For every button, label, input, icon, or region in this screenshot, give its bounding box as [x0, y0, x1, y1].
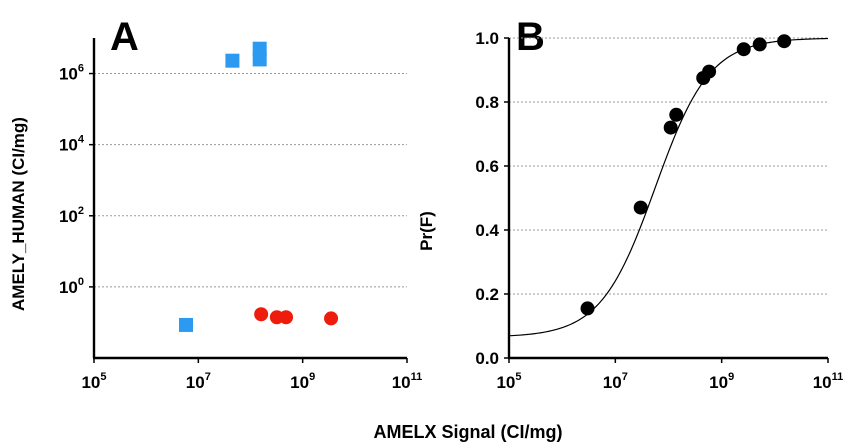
panel-b-x-tick-base: 10 — [603, 373, 622, 392]
panel-b-x-tick-exp: 5 — [515, 371, 521, 383]
panel-a-y-tick-exp: 4 — [78, 134, 85, 146]
panel-b-data-point — [736, 42, 751, 57]
panel-a-y-tick-label: 100 — [59, 276, 84, 297]
panel-a-x-tick-base: 10 — [81, 373, 100, 392]
panel-a-square-point — [178, 317, 193, 332]
panel-a-circle-point — [254, 307, 269, 322]
panel-b-x-tick-label: 1011 — [813, 371, 844, 392]
panel-a-x-tick-base: 10 — [290, 373, 309, 392]
panel-b-data-point — [633, 200, 648, 215]
panel-a-y-tick-exp: 2 — [78, 205, 84, 217]
panel-a-y-tick-label: 104 — [59, 134, 85, 155]
panel-b-data-point — [663, 120, 678, 135]
panel-b-y-tick-label: 1.0 — [475, 29, 499, 48]
panel-a-x-tick-exp: 9 — [309, 371, 315, 383]
panel-a-square-point — [225, 53, 240, 68]
panel-a-y-tick-exp: 6 — [78, 63, 84, 75]
panel-a-x-tick-label: 1011 — [392, 371, 423, 392]
panel-b-y-tick-label: 0.4 — [475, 221, 499, 240]
panel-a-grid — [94, 73, 407, 288]
panel-b-x-tick-exp: 7 — [622, 371, 628, 383]
panel-a-y-tick-base: 10 — [59, 65, 78, 84]
panel-b-y-tick-label: 0.2 — [475, 285, 499, 304]
panel-a-x-tick-base: 10 — [186, 373, 205, 392]
panel-b: B 0.00.20.40.60.81.0 105 107 109 1011 Pr(F) — [417, 15, 843, 392]
panel-b-x-tick-label: 107 — [603, 371, 628, 392]
panel-a-square-point — [252, 41, 267, 56]
panel-a-x-tick-exp: 5 — [100, 371, 106, 383]
panel-b-grid — [509, 37, 828, 295]
panel-b-data-point — [669, 107, 684, 122]
panel-b-letter: B — [516, 15, 545, 59]
panel-b-x-tick-label: 105 — [496, 371, 521, 392]
panel-b-x-tick-base: 10 — [813, 373, 832, 392]
panel-a-y-tick-base: 10 — [59, 207, 78, 226]
panel-b-x-tick-base: 10 — [709, 373, 728, 392]
panel-b-y-tick-label: 0.0 — [475, 349, 499, 368]
panel-a-x-tick-exp: 11 — [411, 371, 423, 383]
panel-a-ylabel: AMELY_HUMAN (CI/mg) — [9, 117, 28, 311]
panel-a-circle-point — [279, 310, 294, 325]
panel-b-x-tick-base: 10 — [496, 373, 515, 392]
panel-a-square-point — [252, 52, 267, 67]
panel-b-data-point — [702, 64, 717, 79]
panel-b-fit-curve — [508, 37, 829, 337]
panel-b-data-point — [580, 301, 595, 316]
shared-x-axis-label: AMELX Signal (CI/mg) — [374, 422, 563, 442]
panel-b-x-ticks: 105 107 109 1011 — [496, 358, 843, 392]
panel-a-x-tick-exp: 7 — [205, 371, 211, 383]
panel-b-x-tick-label: 109 — [709, 371, 734, 392]
panel-a-x-tick-label: 107 — [186, 371, 211, 392]
panel-b-data-point — [777, 34, 792, 49]
panel-a-circle-point — [324, 311, 339, 326]
panel-a-x-tick-label: 109 — [290, 371, 315, 392]
panel-a-y-tick-base: 10 — [59, 278, 78, 297]
panel-a-points — [178, 41, 339, 332]
panel-b-y-tick-label: 0.8 — [475, 93, 499, 112]
panel-b-data-point — [752, 37, 767, 52]
panel-b-x-tick-exp: 11 — [832, 371, 844, 383]
panel-a-x-tick-label: 105 — [81, 371, 106, 392]
panel-b-y-tick-label: 0.6 — [475, 157, 499, 176]
panel-a-x-tick-base: 10 — [392, 373, 411, 392]
panel-a-y-tick-exp: 0 — [78, 276, 84, 288]
panel-b-ylabel: Pr(F) — [417, 211, 436, 251]
panel-a-letter: A — [110, 15, 139, 59]
panel-a-y-tick-base: 10 — [59, 136, 78, 155]
panel-b-points — [580, 34, 792, 316]
panel-b-y-ticks: 0.0 0.2 0.4 0.6 0.8 1.0 — [475, 29, 509, 368]
panel-b-x-tick-exp: 9 — [728, 371, 734, 383]
panel-a-y-tick-label: 102 — [59, 205, 84, 226]
panel-a-y-tick-label: 106 — [59, 63, 84, 84]
panel-a-x-ticks: 105 107 109 1011 — [81, 358, 422, 392]
